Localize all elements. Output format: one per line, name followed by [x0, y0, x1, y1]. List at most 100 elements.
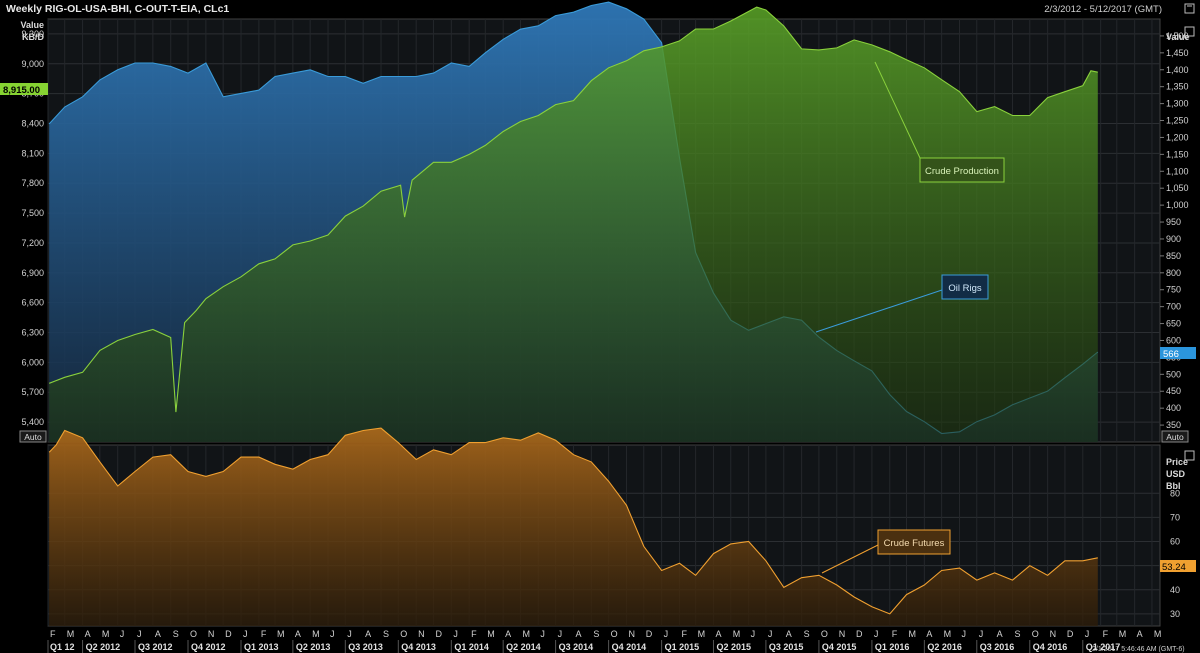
month-label: O	[1032, 629, 1039, 639]
month-label: A	[85, 629, 91, 639]
right-tick-label: 1,450	[1166, 48, 1189, 58]
month-label: J	[347, 629, 352, 639]
month-label: A	[505, 629, 511, 639]
left-tick-label: 8,100	[21, 148, 44, 158]
quarter-label: Q2 2016	[927, 642, 962, 652]
month-label: J	[751, 629, 756, 639]
month-label: O	[400, 629, 407, 639]
month-label: N	[208, 629, 215, 639]
crude-futures-area	[49, 428, 1098, 626]
quarter-label: Q3 2015	[769, 642, 804, 652]
quarter-label: Q1 2013	[244, 642, 279, 652]
lower-panel-toggle-icon[interactable]	[1184, 450, 1195, 461]
month-label: D	[646, 629, 653, 639]
month-label: S	[173, 629, 179, 639]
quarter-label: Q1 2014	[454, 642, 489, 652]
left-tick-label: 9,300	[21, 29, 44, 39]
lower-axis-title-2: USD	[1166, 469, 1186, 479]
futures-last-value: 53.24	[1162, 562, 1186, 573]
quarter-label: Q2 2012	[86, 642, 121, 652]
right-tick-label: 750	[1166, 285, 1181, 295]
month-label: M	[908, 629, 916, 639]
lower-tick-label: 60	[1170, 537, 1180, 547]
quarter-label: Q4 2015	[822, 642, 857, 652]
upper-panel-toggle-icon[interactable]	[1184, 26, 1195, 37]
upper-auto-button[interactable]	[19, 430, 47, 443]
right-tick-label: 1,400	[1166, 65, 1189, 75]
right-axis-title: Value	[1166, 32, 1190, 42]
month-label: F	[681, 629, 687, 639]
maximize-icon[interactable]	[1184, 3, 1195, 14]
right-tick-label: 1,050	[1166, 183, 1189, 193]
lower-tick-label: 70	[1170, 512, 1180, 522]
quarter-label: Q3 2016	[980, 642, 1015, 652]
right-auto-label: Auto	[1166, 432, 1184, 442]
month-label: J	[768, 629, 773, 639]
quarter-label: Q1 2015	[665, 642, 700, 652]
right-tick-label: 1,000	[1166, 200, 1189, 210]
month-label: J	[979, 629, 984, 639]
oil-rigs-callout	[941, 274, 989, 300]
right-tick-labels: 1,500 1,450 1,400 1,350 1,300 1,250 1,200 1,150…	[1160, 31, 1189, 430]
quarter-label: Q2 2014	[506, 642, 541, 652]
quarter-label: Q4 2012	[191, 642, 226, 652]
quarter-label: Q4 2016	[1033, 642, 1068, 652]
month-label: J	[330, 629, 335, 639]
month-label: O	[821, 629, 828, 639]
quarter-label: Q3 2012	[138, 642, 173, 652]
lower-series	[48, 427, 1098, 626]
month-label: N	[1050, 629, 1057, 639]
month-label: O	[190, 629, 197, 639]
month-label: J	[874, 629, 879, 639]
right-tick-label: 1,150	[1166, 149, 1189, 159]
left-tick-label: 6,000	[21, 357, 44, 367]
quarter-label: Q2 2013	[296, 642, 331, 652]
crude-production-callout	[919, 157, 1005, 183]
lower-axis-title-3: Bbl	[1166, 481, 1181, 491]
crude-production-label: Crude Production	[925, 166, 999, 177]
month-label: N	[628, 629, 635, 639]
month-label: D	[225, 629, 232, 639]
right-tick-label: 950	[1166, 217, 1181, 227]
left-tick-label: 6,900	[21, 268, 44, 278]
quarter-label: Q4 2013	[401, 642, 436, 652]
crude-futures-line	[48, 427, 1098, 615]
right-tick-label: 1,500	[1166, 31, 1189, 41]
oil-rigs-label: Oil Rigs	[948, 283, 982, 294]
date-range: 2/3/2012 - 5/12/2017 (GMT)	[1044, 4, 1162, 15]
month-label: S	[1015, 629, 1021, 639]
crude-futures-label: Crude Futures	[884, 538, 945, 549]
month-label: J	[120, 629, 125, 639]
lower-axis-title-1: Price	[1166, 457, 1188, 467]
right-tick-label: 1,300	[1166, 99, 1189, 109]
right-tick-label: 600	[1166, 335, 1181, 345]
quarter-label: Q3 2014	[559, 642, 594, 652]
month-label: J	[558, 629, 563, 639]
quarter-label: Q1 12	[50, 642, 75, 652]
right-tick-label: 1,100	[1166, 166, 1189, 176]
month-label: M	[1154, 629, 1162, 639]
month-label: A	[575, 629, 581, 639]
right-tick-label: 800	[1166, 268, 1181, 278]
lower-tick-label: 30	[1170, 609, 1180, 619]
month-label: J	[453, 629, 458, 639]
right-tick-label: 1,350	[1166, 82, 1189, 92]
right-tick-label: 450	[1166, 386, 1181, 396]
left-tick-label: 8,400	[21, 119, 44, 129]
right-tick-label: 1,200	[1166, 132, 1189, 142]
rigs-last-value: 566	[1163, 349, 1179, 360]
left-tick-label: 5,700	[21, 387, 44, 397]
crude-production-line	[49, 6, 1098, 413]
month-label: F	[261, 629, 267, 639]
month-label: M	[102, 629, 110, 639]
right-tick-label: 1,250	[1166, 116, 1189, 126]
left-tick-label: 6,600	[21, 298, 44, 308]
month-label: A	[997, 629, 1003, 639]
status-overlay: 2/1/2017 5:46:46 AM (GMT-6)	[1092, 646, 1185, 653]
month-label: J	[540, 629, 545, 639]
left-tick-label: 5,400	[21, 417, 44, 427]
right-auto-button[interactable]	[1161, 430, 1189, 443]
left-tick-label: 7,200	[21, 238, 44, 248]
